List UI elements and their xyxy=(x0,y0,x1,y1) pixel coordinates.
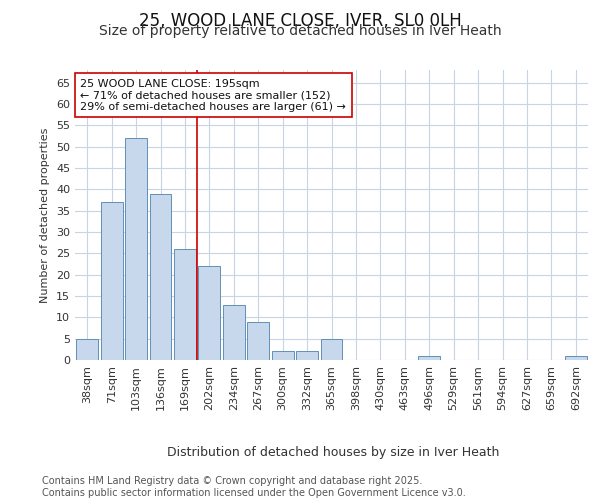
Text: Size of property relative to detached houses in Iver Heath: Size of property relative to detached ho… xyxy=(98,24,502,38)
Bar xyxy=(296,352,318,360)
Text: 25 WOOD LANE CLOSE: 195sqm
← 71% of detached houses are smaller (152)
29% of sem: 25 WOOD LANE CLOSE: 195sqm ← 71% of deta… xyxy=(80,78,346,112)
Bar xyxy=(223,304,245,360)
Bar xyxy=(272,352,293,360)
Bar xyxy=(199,266,220,360)
Bar xyxy=(125,138,147,360)
Bar xyxy=(101,202,122,360)
Bar xyxy=(320,338,343,360)
Bar xyxy=(174,249,196,360)
Bar xyxy=(76,338,98,360)
Bar xyxy=(565,356,587,360)
Bar xyxy=(149,194,172,360)
Y-axis label: Number of detached properties: Number of detached properties xyxy=(40,128,50,302)
Text: 25, WOOD LANE CLOSE, IVER, SL0 0LH: 25, WOOD LANE CLOSE, IVER, SL0 0LH xyxy=(139,12,461,30)
Text: Contains HM Land Registry data © Crown copyright and database right 2025.
Contai: Contains HM Land Registry data © Crown c… xyxy=(42,476,466,498)
Text: Distribution of detached houses by size in Iver Heath: Distribution of detached houses by size … xyxy=(167,446,499,459)
Bar xyxy=(418,356,440,360)
Bar xyxy=(247,322,269,360)
